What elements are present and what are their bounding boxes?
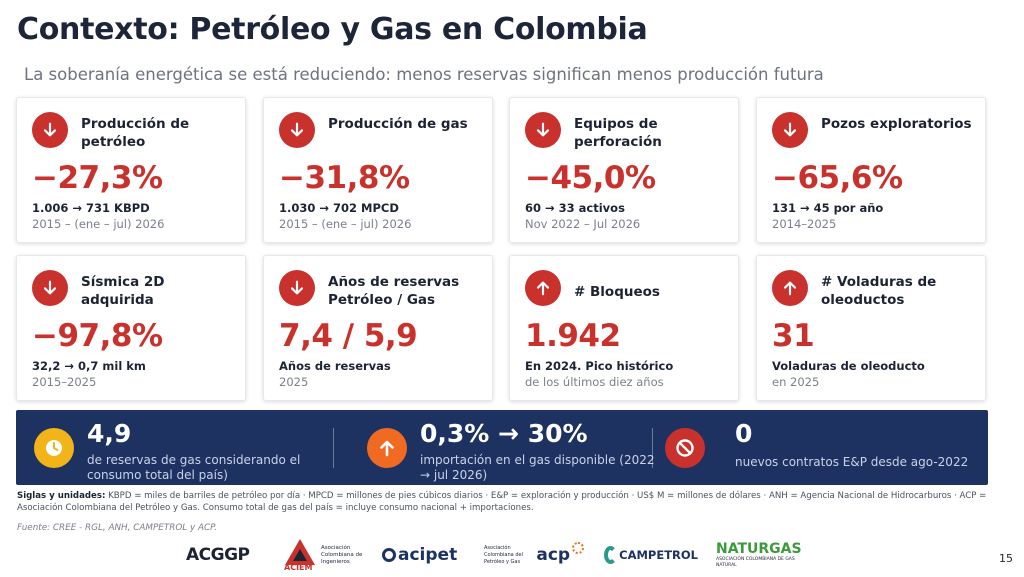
- logo-acp-sub: Asociación Colombiana del Petróleo y Gas: [484, 544, 523, 565]
- logo-acipet-text: acipet: [398, 545, 458, 565]
- acp-sun-icon: [572, 542, 584, 554]
- footnote-siglas-text: KBPD = miles de barriles de petróleo por…: [17, 491, 987, 513]
- divider: [652, 428, 653, 468]
- summary-value: 0,3% → 30%: [420, 419, 588, 448]
- kpi-label: Pozos exploratorios: [821, 116, 972, 132]
- kpi-card-seismic-2d: Sísmica 2D adquirida −97,8% 32,2 → 0,7 m…: [16, 255, 246, 401]
- kpi-period: 2025: [279, 375, 309, 389]
- summary-text: importación en el gas disponible (2022 →…: [420, 453, 655, 482]
- kpi-card-blockades: # Bloqueos 1.942 En 2024. Pico histórico…: [509, 255, 739, 401]
- partner-logos: ACGGP ACIEM Asociación Colombiana de Ing…: [186, 535, 826, 575]
- acipet-mark-icon: [382, 548, 396, 562]
- kpi-period: de los últimos diez años: [525, 375, 664, 389]
- logo-naturgas-text: NATURGAS: [716, 541, 802, 557]
- arrow-down-icon: [32, 112, 68, 148]
- kpi-label: # Voladuras de oleoductos: [821, 274, 937, 308]
- kpi-detail: 1.030 → 702 MPCD: [279, 201, 399, 215]
- summary-gas-imports: 0,3% → 30% importación en el gas disponi…: [349, 410, 667, 485]
- kpi-label: Equipos de perforación: [574, 116, 662, 150]
- kpi-detail: En 2024. Pico histórico: [525, 359, 674, 373]
- logo-acipet: acipet: [382, 535, 464, 575]
- kpi-detail: Años de reservas: [279, 359, 391, 373]
- kpi-period: 2015 – (ene – jul) 2026: [279, 217, 412, 231]
- logo-naturgas: NATURGAS ASOCIACIÓN COLOMBIANA DE GAS NA…: [716, 535, 816, 575]
- arrow-down-icon: [279, 112, 315, 148]
- logo-acggp: ACGGP: [186, 535, 266, 575]
- kpi-value: −65,6%: [772, 160, 903, 196]
- kpi-value: −31,8%: [279, 160, 410, 196]
- kpi-detail: 32,2 → 0,7 mil km: [32, 359, 146, 373]
- footnote-siglas-label: Siglas y unidades:: [17, 491, 106, 501]
- summary-value: 0: [735, 419, 753, 448]
- kpi-value: 1.942: [525, 318, 621, 354]
- arrow-up-icon: [367, 428, 407, 468]
- kpi-label: Producción de gas: [328, 116, 468, 132]
- kpi-label: Producción de petróleo: [81, 116, 190, 150]
- kpi-card-drilling-rigs: Equipos de perforación −45,0% 60 → 33 ac…: [509, 97, 739, 243]
- campetrol-mark-icon: [604, 546, 618, 564]
- kpi-period: Nov 2022 – Jul 2026: [525, 217, 641, 231]
- logo-aciem-text: ACIEM: [284, 563, 313, 572]
- kpi-card-pipeline-bombings: # Voladuras de oleoductos 31 Voladuras d…: [756, 255, 986, 401]
- kpi-card-gas-production: Producción de gas −31,8% 1.030 → 702 MPC…: [263, 97, 493, 243]
- kpi-period: 2015–2025: [32, 375, 97, 389]
- logo-campetrol: CAMPETROL: [604, 535, 698, 575]
- kpi-card-exploratory-wells: Pozos exploratorios −65,6% 131 → 45 por …: [756, 97, 986, 243]
- logo-aciem: ACIEM Asociación Colombiana de Ingeniero…: [283, 535, 363, 575]
- kpi-value: −97,8%: [32, 318, 163, 354]
- page-number: 15: [999, 552, 1013, 565]
- kpi-label: Años de reservas Petróleo / Gas: [328, 274, 460, 308]
- kpi-detail: 60 → 33 activos: [525, 201, 625, 215]
- page-subtitle: La soberanía energética se está reducien…: [24, 65, 824, 84]
- logo-acp-text: acp: [536, 545, 571, 565]
- logo-campetrol-text: CAMPETROL: [619, 548, 698, 562]
- aciem-mark-icon: ACIEM: [283, 537, 317, 573]
- arrow-down-icon: [32, 270, 68, 306]
- kpi-period: 2014–2025: [772, 217, 837, 231]
- divider: [333, 428, 334, 468]
- kpi-grid: Producción de petróleo −27,3% 1.006 → 73…: [16, 97, 988, 401]
- arrow-down-icon: [525, 112, 561, 148]
- footnote-siglas: Siglas y unidades: KBPD = miles de barri…: [17, 490, 1007, 514]
- kpi-detail: Voladuras de oleoducto: [772, 359, 925, 373]
- kpi-card-reserve-years: Años de reservas Petróleo / Gas 7,4 / 5,…: [263, 255, 493, 401]
- logo-aciem-sub: Asociación Colombiana de Ingenieros: [321, 544, 363, 565]
- kpi-label: # Bloqueos: [574, 284, 660, 300]
- arrow-up-icon: [525, 270, 561, 306]
- kpi-value: 7,4 / 5,9: [279, 318, 418, 354]
- kpi-card-oil-production: Producción de petróleo −27,3% 1.006 → 73…: [16, 97, 246, 243]
- arrow-down-icon: [279, 270, 315, 306]
- summary-text: nuevos contratos E&P desde ago-2022: [735, 455, 969, 469]
- summary-gas-reserves: 4,9 de reservas de gas considerando el c…: [16, 410, 334, 485]
- logo-acp: Asociación Colombiana del Petróleo y Gas…: [484, 535, 584, 575]
- summary-value: 4,9: [87, 419, 132, 448]
- kpi-period: en 2025: [772, 375, 820, 389]
- summary-band: 4,9 de reservas de gas considerando el c…: [16, 410, 988, 485]
- clock-icon: [34, 428, 74, 468]
- arrow-down-icon: [772, 112, 808, 148]
- kpi-period: 2015 – (ene – jul) 2026: [32, 217, 165, 231]
- arrow-up-icon: [772, 270, 808, 306]
- page-title: Contexto: Petróleo y Gas en Colombia: [17, 12, 648, 47]
- kpi-value: −45,0%: [525, 160, 656, 196]
- logo-naturgas-sub: ASOCIACIÓN COLOMBIANA DE GAS NATURAL: [716, 557, 795, 568]
- kpi-value: 31: [772, 318, 815, 354]
- summary-text: de reservas de gas considerando el consu…: [87, 453, 301, 482]
- kpi-label: Sísmica 2D adquirida: [81, 274, 165, 308]
- kpi-detail: 1.006 → 731 KBPD: [32, 201, 150, 215]
- footnote-source: Fuente: CREE - RGL, ANH, CAMPETROL y ACP…: [17, 523, 218, 533]
- summary-new-contracts: 0 nuevos contratos E&P desde ago-2022: [651, 410, 988, 485]
- kpi-detail: 131 → 45 por año: [772, 201, 884, 215]
- prohibited-icon: [665, 428, 705, 468]
- logo-acggp-text: ACGGP: [186, 545, 250, 565]
- kpi-value: −27,3%: [32, 160, 163, 196]
